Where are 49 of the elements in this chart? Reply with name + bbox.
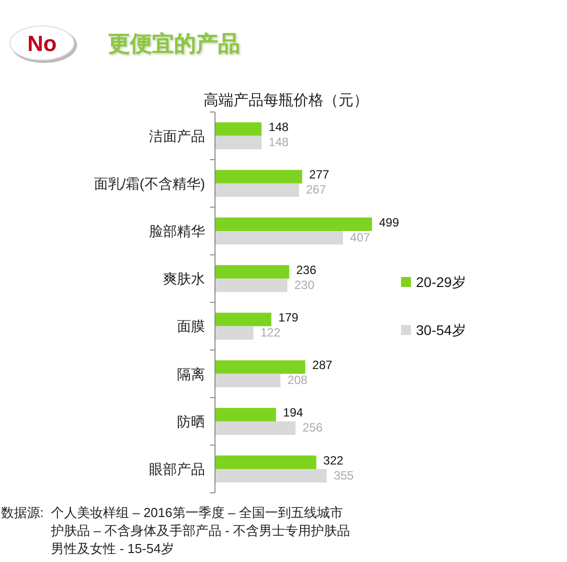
bar (215, 312, 272, 326)
bar (215, 374, 280, 388)
data-label: 499 (379, 215, 400, 230)
data-label: 148 (268, 120, 289, 134)
data-label: 287 (312, 358, 333, 372)
y-tick-label: 脸部精华 (149, 223, 205, 239)
data-label: 208 (287, 373, 308, 388)
bar (215, 122, 262, 136)
bar (215, 469, 327, 482)
data-label: 322 (323, 453, 344, 468)
data-label: 277 (309, 168, 330, 182)
bar (215, 183, 300, 197)
data-label: 267 (306, 182, 326, 197)
bar (215, 278, 288, 292)
bar (215, 136, 262, 150)
data-label: 236 (296, 262, 317, 277)
y-tick-label: 眼部产品 (149, 461, 205, 477)
y-tick-label: 面膜 (177, 318, 205, 334)
bar (215, 360, 306, 374)
y-tick-label: 面乳/霜(不含精华) (94, 175, 205, 192)
text: 个人美妆样组 – 2016第一季度 – 全国一到五线城市 (51, 505, 343, 520)
y-tick-label: 洁面产品 (149, 128, 205, 144)
text: 男性及女性 - 15-54岁 (51, 541, 174, 556)
bar (215, 265, 290, 279)
bar (215, 326, 254, 340)
legend-label: 20-29岁 (416, 274, 466, 290)
bar (215, 170, 302, 184)
bar (215, 421, 296, 435)
data-label: 407 (350, 230, 370, 244)
data-label: 194 (283, 406, 304, 420)
data-label: 179 (278, 310, 299, 324)
bar (215, 218, 372, 231)
y-tick-label: 防晒 (177, 413, 205, 430)
data-label: 122 (260, 325, 281, 340)
data-label: 256 (302, 420, 323, 435)
text: No (27, 31, 57, 56)
data-label: 355 (334, 468, 354, 482)
y-tick-label: 爽肤水 (163, 270, 205, 287)
bar (215, 231, 344, 244)
text: 护肤品 – 不含身体及手部产品 - 不含男士专用护肤品 (50, 523, 350, 538)
chart-subtitle: 高端产品每瓶价格（元） (204, 92, 368, 109)
data-label: 230 (294, 278, 315, 292)
y-tick-label: 隔离 (177, 366, 205, 382)
text: 数据源: (1, 505, 44, 520)
chart-title: 更便宜的产品 (108, 31, 240, 56)
legend-label: 30-54岁 (416, 322, 466, 338)
bar (215, 456, 316, 469)
data-label: 148 (268, 135, 289, 150)
bar (215, 408, 276, 422)
